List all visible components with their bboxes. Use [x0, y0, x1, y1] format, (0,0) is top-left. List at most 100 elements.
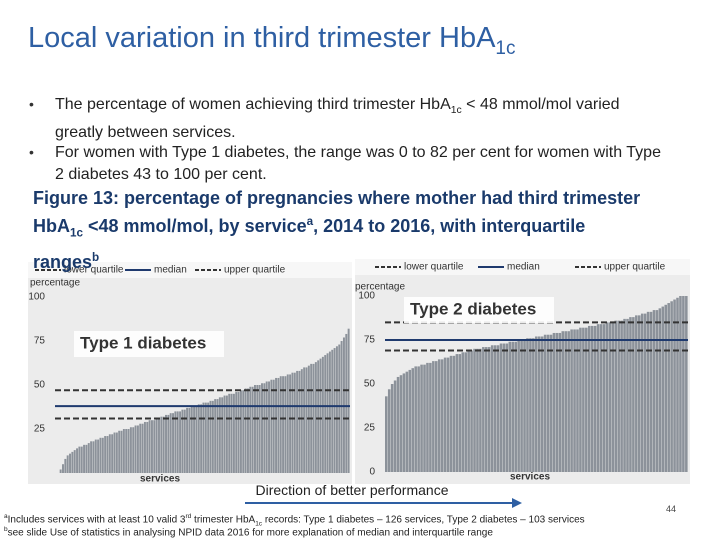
- bar: [324, 355, 327, 473]
- bar: [514, 341, 517, 472]
- bar: [408, 369, 412, 472]
- y-axis-label: percentage: [355, 282, 405, 293]
- bar: [440, 359, 444, 472]
- bar: [590, 325, 594, 472]
- bar: [296, 370, 299, 473]
- bar: [517, 340, 520, 472]
- bar: [155, 418, 158, 473]
- bar: [502, 343, 506, 472]
- bar: [593, 325, 597, 472]
- bar: [174, 411, 177, 473]
- bar: [535, 336, 538, 472]
- bar: [218, 397, 221, 473]
- legend-label: median: [507, 262, 540, 273]
- bar: [225, 395, 228, 473]
- bar: [181, 409, 184, 473]
- bar: [312, 363, 315, 473]
- bar: [490, 345, 494, 472]
- bar: [303, 367, 306, 473]
- bar: [80, 446, 83, 473]
- bar: [437, 359, 441, 472]
- x-axis-label: services: [140, 474, 180, 485]
- bar: [417, 366, 420, 472]
- bullet: The percentage of women achieving third …: [55, 94, 665, 144]
- bar: [470, 350, 473, 472]
- text-run: rd: [185, 513, 192, 520]
- bar: [543, 334, 547, 472]
- bar: [254, 385, 256, 473]
- bar: [579, 327, 582, 472]
- bar: [150, 420, 153, 473]
- legend-label: lower quartile: [404, 262, 464, 273]
- bar: [532, 338, 535, 472]
- bar: [326, 353, 329, 473]
- bar: [387, 389, 391, 472]
- bar: [602, 324, 606, 472]
- bar: [667, 303, 670, 472]
- bar: [608, 322, 612, 472]
- bar: [496, 345, 500, 472]
- bar: [670, 301, 673, 472]
- bar: [99, 437, 102, 473]
- y-axis-label: percentage: [30, 278, 80, 289]
- bar: [69, 453, 71, 473]
- bar: [426, 362, 429, 472]
- bar: [637, 315, 641, 472]
- bar: [652, 310, 656, 472]
- bar: [552, 332, 556, 472]
- bar: [345, 333, 348, 473]
- bar: [617, 320, 620, 472]
- figure-caption: Figure 13: percentage of pregnancies whe…: [33, 186, 653, 274]
- bar: [564, 331, 567, 472]
- bar: [94, 439, 97, 473]
- bar: [390, 384, 394, 472]
- bar: [655, 310, 659, 472]
- bar: [272, 379, 275, 473]
- bar: [335, 346, 338, 473]
- y-tick-label: 25: [34, 424, 46, 435]
- panel-label-box: [404, 297, 554, 323]
- bar: [455, 354, 459, 472]
- bar: [230, 393, 233, 473]
- bar: [235, 392, 238, 473]
- bar: [188, 407, 191, 473]
- bar: [66, 455, 69, 473]
- text-run: Figure 13: percentage of pregnancies whe…: [33, 188, 641, 236]
- legend-label: upper quartile: [604, 262, 666, 273]
- text-run: The percentage of women achieving third …: [55, 96, 451, 113]
- bar: [529, 338, 532, 472]
- bar: [62, 464, 64, 473]
- bar: [169, 413, 172, 473]
- text-run: 1c: [70, 226, 84, 240]
- bar: [284, 376, 287, 473]
- bar: [200, 404, 203, 473]
- bar: [479, 348, 482, 472]
- bar: [319, 358, 322, 473]
- legend-label: lower quartile: [64, 265, 124, 276]
- text-run: 1c: [255, 520, 263, 528]
- bar: [268, 381, 270, 473]
- bar: [162, 416, 165, 473]
- bar: [90, 441, 93, 473]
- text-run: 1c: [450, 105, 462, 117]
- text-run: Includes services with at least 10 valid…: [7, 514, 186, 526]
- bar: [172, 413, 175, 473]
- bar: [127, 429, 130, 473]
- bar: [265, 381, 268, 473]
- bar: [293, 372, 296, 473]
- bar: [620, 320, 623, 472]
- bar: [239, 390, 242, 473]
- bar: [567, 331, 570, 472]
- bar: [423, 364, 426, 472]
- bar: [246, 388, 249, 473]
- bar: [314, 362, 317, 473]
- bar: [682, 296, 685, 472]
- bar: [83, 444, 86, 473]
- slide-title: Local variation in third trimester HbA1c: [28, 22, 516, 60]
- bar: [629, 317, 632, 472]
- bar: [108, 434, 111, 473]
- bar: [561, 331, 565, 472]
- bar: [73, 450, 76, 473]
- bar: [76, 448, 79, 473]
